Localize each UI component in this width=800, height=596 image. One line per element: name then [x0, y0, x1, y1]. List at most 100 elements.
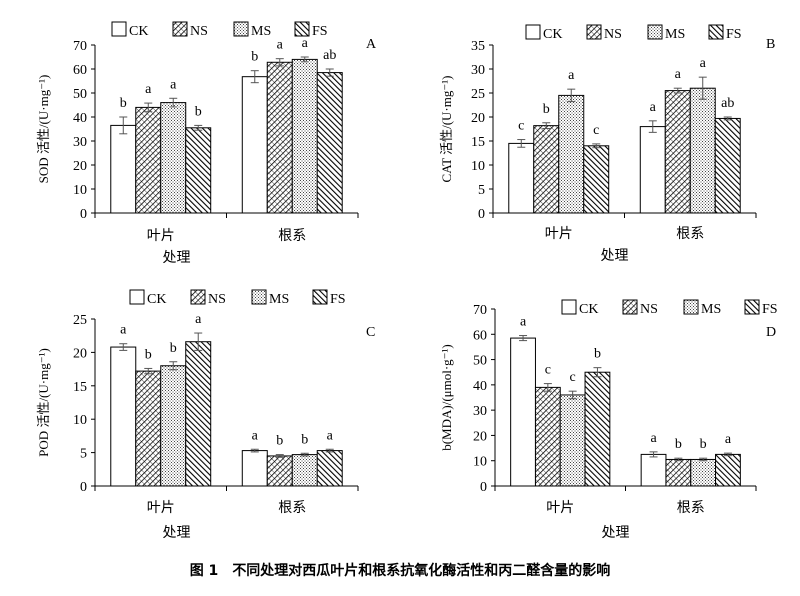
legend-swatch-ns: [190, 289, 206, 305]
y-axis-title: b(MDA)/(μmol·g⁻¹): [439, 344, 454, 451]
bar-ms: [291, 58, 318, 214]
bar-fs: [185, 341, 212, 487]
panel-label: A: [366, 37, 377, 52]
significance-letter: a: [568, 68, 575, 83]
legend-swatch-fs: [744, 299, 760, 315]
significance-letter: c: [545, 363, 551, 378]
x-axis-title: 处理: [163, 525, 191, 541]
legend-swatch-ck: [561, 299, 577, 315]
bar-ck: [241, 450, 268, 487]
y-tick-label: 0: [80, 480, 87, 495]
significance-letter: c: [593, 123, 599, 138]
significance-letter: b: [120, 96, 127, 111]
y-tick-label: 10: [73, 413, 87, 428]
x-category-label: 叶片: [545, 226, 573, 242]
y-tick-label: 60: [473, 328, 487, 343]
significance-letter: a: [520, 315, 527, 330]
legend-label: CK: [147, 292, 166, 307]
bar-ns: [135, 106, 162, 214]
bar-ms: [559, 394, 586, 487]
bar-ck: [510, 337, 536, 487]
significance-letter: c: [518, 119, 524, 134]
legend-label: FS: [330, 292, 346, 307]
bar-ns: [664, 90, 691, 214]
x-axis-title: 处理: [163, 250, 191, 266]
x-category-label: 叶片: [546, 500, 574, 516]
figure-caption: 图 1 不同处理对西瓜叶片和根系抗氧化酶活性和丙二醛含量的影响: [0, 560, 800, 580]
bar-ns: [266, 61, 293, 214]
legend-swatch-ck: [111, 21, 127, 37]
y-tick-label: 30: [471, 63, 485, 78]
significance-letter: a: [252, 428, 259, 443]
legend-swatch-ns: [586, 24, 602, 40]
bar-fs: [584, 371, 611, 487]
significance-letter: a: [650, 431, 657, 446]
y-tick-label: 70: [73, 39, 87, 54]
legend: CK NS MS FS: [129, 289, 346, 307]
bar-ck: [639, 126, 666, 214]
y-tick-label: 50: [73, 87, 87, 102]
y-tick-label: 20: [73, 346, 87, 361]
y-tick-label: 0: [480, 480, 487, 495]
x-category-label: 根系: [278, 228, 306, 244]
significance-letter: c: [570, 370, 576, 385]
figure-caption-text: 不同处理对西瓜叶片和根系抗氧化酶活性和丙二醛含量的影响: [232, 563, 611, 579]
legend-swatch-fs: [312, 289, 328, 305]
bar-fs: [715, 453, 741, 487]
y-tick-label: 25: [471, 87, 485, 102]
y-tick-label: 10: [471, 159, 485, 174]
x-axis-title: 处理: [601, 248, 629, 264]
bar-fs: [583, 145, 610, 214]
bar-ns: [266, 455, 293, 487]
y-tick-label: 30: [473, 404, 487, 419]
y-tick-label: 0: [80, 207, 87, 222]
significance-letter: b: [170, 341, 177, 356]
legend-label: FS: [762, 302, 778, 317]
y-tick-label: 15: [471, 135, 485, 150]
y-tick-label: 20: [73, 159, 87, 174]
legend-label: NS: [640, 302, 658, 317]
significance-letter: b: [301, 432, 308, 447]
legend-label: CK: [543, 27, 562, 42]
y-tick-label: 20: [473, 429, 487, 444]
x-axis-title: 处理: [602, 525, 630, 541]
significance-letter: b: [251, 50, 258, 65]
legend-swatch-ns: [622, 299, 638, 315]
y-axis-title: POD 活性/(U·mg⁻¹): [36, 348, 51, 457]
y-axis-title: CAT 活性/(U·mg⁻¹): [439, 76, 454, 183]
legend-swatch-ms: [647, 24, 663, 40]
significance-letter: b: [675, 437, 682, 452]
bar-ck: [110, 346, 137, 487]
significance-letter: ab: [721, 96, 734, 111]
legend-swatch-fs: [294, 21, 310, 37]
legend-swatch-ms: [233, 21, 249, 37]
bar-fs: [714, 117, 741, 214]
y-tick-label: 60: [73, 63, 87, 78]
significance-letter: a: [145, 82, 152, 97]
y-tick-label: 15: [73, 380, 87, 395]
legend-label: MS: [701, 302, 721, 317]
legend-label: FS: [726, 27, 742, 42]
legend-label: MS: [251, 24, 271, 39]
legend-label: MS: [665, 27, 685, 42]
y-tick-label: 70: [473, 303, 487, 318]
y-tick-label: 10: [73, 183, 87, 198]
y-tick-label: 50: [473, 354, 487, 369]
y-tick-label: 5: [80, 447, 87, 462]
bar-fs: [185, 127, 212, 214]
bar-ms: [558, 94, 585, 214]
y-tick-label: 0: [478, 207, 485, 222]
legend-label: CK: [129, 24, 148, 39]
x-category-label: 叶片: [147, 500, 175, 516]
legend: CK NS MS FS: [561, 299, 778, 317]
y-tick-label: 10: [473, 455, 487, 470]
bar-ck: [508, 142, 535, 214]
significance-letter: a: [170, 77, 177, 92]
significance-letter: a: [675, 67, 682, 82]
x-category-label: 根系: [677, 500, 705, 516]
legend-swatch-ms: [251, 289, 267, 305]
